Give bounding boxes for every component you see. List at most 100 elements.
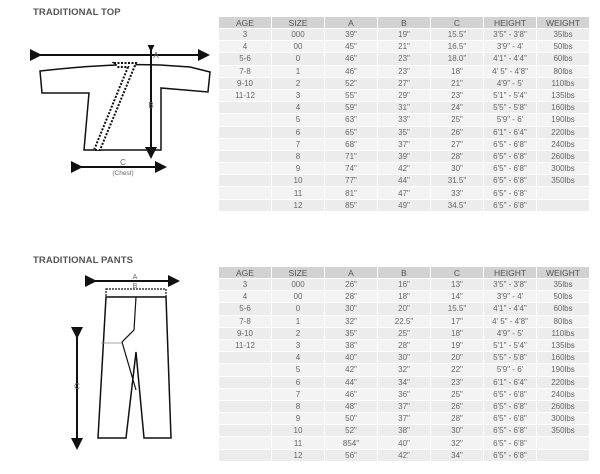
table-cell xyxy=(219,126,271,138)
table-cell: 0 xyxy=(272,53,324,65)
table-cell: 4'1" - 4'4" xyxy=(484,53,536,65)
table-cell: 7-8 xyxy=(219,65,271,77)
table-cell: 260lbs xyxy=(537,400,589,413)
table-cell: 36" xyxy=(378,388,430,400)
table-cell: 5'5" - 5'8" xyxy=(484,102,536,114)
table-cell: 190lbs xyxy=(537,114,589,126)
table-cell: 47" xyxy=(378,187,430,199)
table-row: 7 46" 36" 25" 6'5" - 6'8" 240lbs xyxy=(219,388,589,400)
table-cell: 18" xyxy=(431,65,483,77)
table-cell: 17" xyxy=(431,315,483,327)
table-cell: 4 xyxy=(219,291,271,303)
table-cell: 15.5" xyxy=(431,29,483,41)
table-row: 4 40" 30" 20" 5'5" - 5'8" 160lbs xyxy=(219,352,589,364)
table-cell: 300lbs xyxy=(537,163,589,175)
pants-diagram: A B C xyxy=(71,274,180,450)
table-cell: 39" xyxy=(378,150,430,163)
table-cell: 52" xyxy=(325,77,377,89)
table-cell: 10 xyxy=(272,175,324,187)
table-row: 11 854" 40" 32" 6'5" - 6'8" xyxy=(219,437,589,449)
table-cell: 6'5" - 6'8" xyxy=(484,449,536,461)
table-cell: 42" xyxy=(325,364,377,376)
table-cell: 4' 5" - 4'8" xyxy=(484,65,536,77)
table-cell: 30" xyxy=(431,163,483,175)
table-cell: 7 xyxy=(272,388,324,400)
table-cell: 46" xyxy=(325,388,377,400)
table-cell: 33" xyxy=(431,187,483,199)
table-cell: 6'1" - 6'4" xyxy=(484,126,536,138)
table-cell: 80lbs xyxy=(537,65,589,77)
column-header: WEIGHT xyxy=(537,267,589,278)
table-cell xyxy=(219,114,271,126)
table-cell: 74" xyxy=(325,163,377,175)
table-cell: 59" xyxy=(325,102,377,114)
table-cell: 85" xyxy=(325,199,377,211)
table-cell: 38" xyxy=(325,339,377,352)
table-row: 5 63" 33" 25" 5'9" - 6' 190lbs xyxy=(219,114,589,126)
table-cell: 60lbs xyxy=(537,303,589,315)
table-cell: 45" xyxy=(325,41,377,53)
table-row: 6 44" 34" 23" 6'1" - 6'4" 220lbs xyxy=(219,376,589,388)
table-row: 7-8 1 46" 23" 18" 4' 5" - 4'8" 80lbs xyxy=(219,65,589,77)
table-cell: 6'5" - 6'8" xyxy=(484,413,536,425)
label-b: B xyxy=(148,101,153,110)
table-cell: 5'9" - 6' xyxy=(484,364,536,376)
table-cell: 0 xyxy=(272,303,324,315)
table-cell: 48" xyxy=(325,400,377,413)
table-cell: 6'5" - 6'8" xyxy=(484,163,536,175)
table-cell: 5'1" - 5'4" xyxy=(484,89,536,102)
label-chest: (Chest) xyxy=(112,170,133,177)
table-cell: 4' 5" - 4'8" xyxy=(484,315,536,327)
table-cell: 3'5" - 3'8" xyxy=(484,29,536,41)
table-cell: 23" xyxy=(431,376,483,388)
table-cell: 4 xyxy=(272,102,324,114)
table-cell: 10 xyxy=(272,425,324,437)
table-cell: 37" xyxy=(378,138,430,150)
table-cell: 13" xyxy=(431,279,483,291)
table-row: 9-10 2 35" 25" 18" 4'9" - 5' 110lbs xyxy=(219,327,589,339)
column-header: SIZE xyxy=(272,267,324,278)
table-cell: 44" xyxy=(378,175,430,187)
table-cell: 190lbs xyxy=(537,364,589,376)
table-cell: 15.5" xyxy=(431,303,483,315)
pants-section-title: TRADITIONAL PANTS xyxy=(33,255,134,266)
table-row: 7-8 1 32" 22.5" 17" 4' 5" - 4'8" 80lbs xyxy=(219,315,589,327)
table-cell: 21" xyxy=(431,77,483,89)
column-header: A xyxy=(325,17,377,28)
table-cell: 5 xyxy=(272,364,324,376)
table-cell: 12 xyxy=(272,199,324,211)
table-cell: 6'5" - 6'8" xyxy=(484,138,536,150)
table-cell: 26" xyxy=(325,279,377,291)
table-cell: 38" xyxy=(378,425,430,437)
table-cell: 5-6 xyxy=(219,303,271,315)
table-cell xyxy=(537,199,589,211)
table-cell: 26" xyxy=(431,126,483,138)
top-size-table: AGE SIZE A B C HEIGHT WEIGHT 3 000 39" 19" 15.5" 3'… xyxy=(218,16,590,212)
table-cell: 37" xyxy=(378,400,430,413)
table-cell: 8 xyxy=(272,400,324,413)
table-cell: 26" xyxy=(431,400,483,413)
column-header: HEIGHT xyxy=(484,17,536,28)
table-cell: 28" xyxy=(431,413,483,425)
table-cell: 6'5" - 6'8" xyxy=(484,187,536,199)
table-cell: 46" xyxy=(325,53,377,65)
label-a: A xyxy=(153,51,159,60)
table-cell: 63" xyxy=(325,114,377,126)
table-cell: 3'9" - 4' xyxy=(484,291,536,303)
table-cell: 56" xyxy=(325,449,377,461)
table-row: 4 59" 31" 24" 5'5" - 5'8" 160lbs xyxy=(219,102,589,114)
table-cell: 8 xyxy=(272,150,324,163)
label-c: C xyxy=(74,382,80,391)
table-cell: 9-10 xyxy=(219,77,271,89)
table-cell xyxy=(537,449,589,461)
table-cell: 34" xyxy=(431,449,483,461)
table-cell: 240lbs xyxy=(537,138,589,150)
table-cell: 2 xyxy=(272,327,324,339)
table-cell: 16.5" xyxy=(431,41,483,53)
table-cell: 42" xyxy=(378,449,430,461)
table-cell: 4 xyxy=(219,41,271,53)
table-cell xyxy=(219,437,271,449)
table-cell: 6 xyxy=(272,126,324,138)
column-header: B xyxy=(378,267,430,278)
table-cell: 18" xyxy=(378,291,430,303)
